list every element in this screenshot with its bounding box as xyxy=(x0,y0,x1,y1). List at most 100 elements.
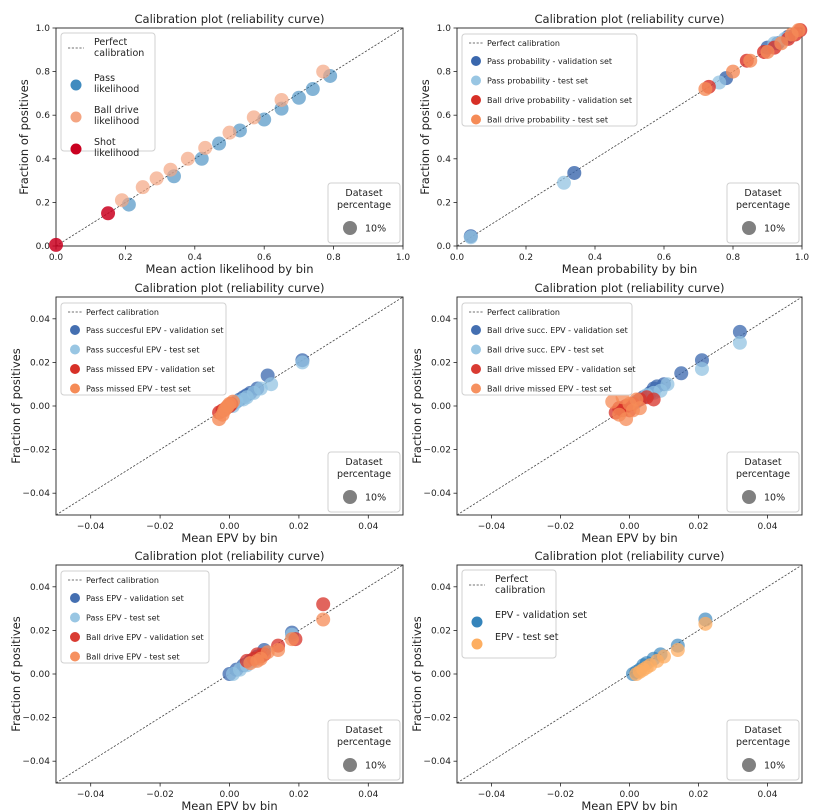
x-tick-label: 0.04 xyxy=(757,522,777,532)
y-tick-label: −0.02 xyxy=(423,714,451,724)
plot-frame xyxy=(55,27,404,247)
data-point-series-1 xyxy=(732,324,747,339)
size-legend-label: 10% xyxy=(365,224,386,235)
data-point-series-2 xyxy=(274,92,289,107)
legend: Perfect calibration Pass probability - va… xyxy=(461,33,638,127)
perfect-calibration-line xyxy=(456,564,803,784)
y-axis-label: Fraction of positives xyxy=(410,348,424,463)
size-legend-marker xyxy=(343,758,357,772)
chart-title: Calibration plot (reliability curve) xyxy=(135,281,325,295)
x-tick-label: −0.02 xyxy=(146,790,174,800)
data-point-series-2 xyxy=(694,361,709,376)
legend-marker-series-4 xyxy=(70,383,80,394)
data-point-series-4 xyxy=(632,401,647,416)
x-tick-label: 1.0 xyxy=(795,253,810,263)
data-point-series-1 xyxy=(674,366,689,381)
y-tick-label: 0.04 xyxy=(30,583,50,593)
x-axis-label: Mean EPV by bin xyxy=(181,799,277,810)
data-point-series-1 xyxy=(257,112,272,127)
data-point-series-2 xyxy=(246,110,261,125)
size-legend-title: Dataset xyxy=(744,188,781,199)
legend-label-perfect-calibration: Perfect xyxy=(94,37,128,48)
legend-label-series-3: Ball drive missed EPV - validation set xyxy=(487,365,636,374)
legend-marker-series-1 xyxy=(471,56,481,66)
data-point-series-4 xyxy=(726,64,740,79)
y-tick-label: 0.4 xyxy=(36,155,51,165)
legend-label-series-3: Shot xyxy=(94,137,116,148)
y-tick-label: 0.0 xyxy=(36,242,51,252)
data-point-series-4 xyxy=(743,53,758,68)
y-tick-label: −0.02 xyxy=(22,714,50,724)
y-tick-label: 0.00 xyxy=(431,670,451,680)
x-axis-label: Mean probability by bin xyxy=(562,262,698,276)
y-tick-label: 0.04 xyxy=(431,315,451,325)
data-point-series-1 xyxy=(291,90,306,105)
data-point-series-2 xyxy=(660,377,675,392)
size-legend-title: Dataset xyxy=(345,188,382,199)
size-legend-label: 10% xyxy=(764,493,785,504)
legend-label-series-1: Ball drive succ. EPV - validation set xyxy=(487,326,628,335)
x-tick-label: 0.00 xyxy=(619,790,639,800)
legend-label-perfect-calibration: Perfect calibration xyxy=(86,576,159,585)
legend-label-perfect-calibration: Perfect xyxy=(495,574,529,585)
x-tick-label: 0.0 xyxy=(450,253,465,263)
legend-label-series-2: Pass probability - test set xyxy=(487,77,588,86)
data-point-series-2 xyxy=(556,175,571,190)
legend-label-series-1: Pass xyxy=(94,73,115,84)
x-tick-label: 0.02 xyxy=(688,790,708,800)
chart-title: Calibration plot (reliability curve) xyxy=(535,281,725,295)
legend: Perfect calibration Pass EPV - validation… xyxy=(60,570,210,664)
legend-marker-series-2 xyxy=(70,344,80,355)
y-axis-label: Fraction of positives xyxy=(9,616,23,731)
y-tick-label: −0.04 xyxy=(22,757,50,767)
data-point-series-4 xyxy=(316,612,331,627)
data-point-series-4 xyxy=(260,645,275,660)
x-tick-label: 0.02 xyxy=(688,522,708,532)
x-tick-label: 0.04 xyxy=(358,790,378,800)
data-point-series-4 xyxy=(698,82,713,97)
data-point-series-2 xyxy=(114,193,129,208)
legend-label-series-1: likelihood xyxy=(94,84,139,95)
y-tick-label: 0.4 xyxy=(437,155,452,165)
y-tick-label: 0.02 xyxy=(431,626,451,636)
legend-marker-series-3 xyxy=(471,95,481,105)
y-tick-label: 0.8 xyxy=(437,68,452,78)
y-tick-label: −0.04 xyxy=(22,489,50,499)
x-axis-label: Mean action likelihood by bin xyxy=(145,262,313,276)
x-tick-label: −0.02 xyxy=(146,522,174,532)
legend: Perfect calibration Ball drive succ. EPV … xyxy=(461,302,636,396)
legend-label-series-2: Pass EPV - test set xyxy=(86,614,160,623)
data-point-series-2 xyxy=(222,125,237,140)
size-legend-label: 10% xyxy=(764,761,785,772)
data-point-series-4 xyxy=(760,44,775,59)
y-tick-label: 0.8 xyxy=(36,68,51,78)
data-point-series-3 xyxy=(316,597,331,612)
data-point-series-2 xyxy=(463,230,478,245)
data-point-series-2 xyxy=(163,162,178,177)
legend-label-series-1: EPV - validation set xyxy=(495,610,587,621)
legend-box xyxy=(461,33,638,127)
data-point-series-2 xyxy=(198,140,213,155)
data-point-series-2 xyxy=(732,335,747,350)
legend-marker-series-3 xyxy=(70,632,80,642)
legend-marker-series-4 xyxy=(471,114,481,125)
data-point-series-4 xyxy=(225,394,240,409)
data-point-series-2 xyxy=(698,616,713,631)
y-tick-label: 1.0 xyxy=(437,24,452,34)
legend-label-perfect-calibration: Perfect calibration xyxy=(487,39,560,48)
y-tick-label: 0.02 xyxy=(30,626,50,636)
data-point-series-2 xyxy=(657,649,671,664)
x-tick-label: 0.4 xyxy=(188,253,203,263)
size-legend-label: 10% xyxy=(365,493,386,504)
y-tick-label: 0.02 xyxy=(431,358,451,368)
legend-box xyxy=(60,302,227,396)
legend-box xyxy=(461,302,633,396)
x-tick-label: −0.04 xyxy=(478,522,506,532)
chart-panel-3: −0.04 −0.02 0.00 0.02 0.04 −0.04 −0.02 0.00 0.02… xyxy=(9,281,404,545)
legend-label-series-1: Pass probability - validation set xyxy=(487,57,612,66)
